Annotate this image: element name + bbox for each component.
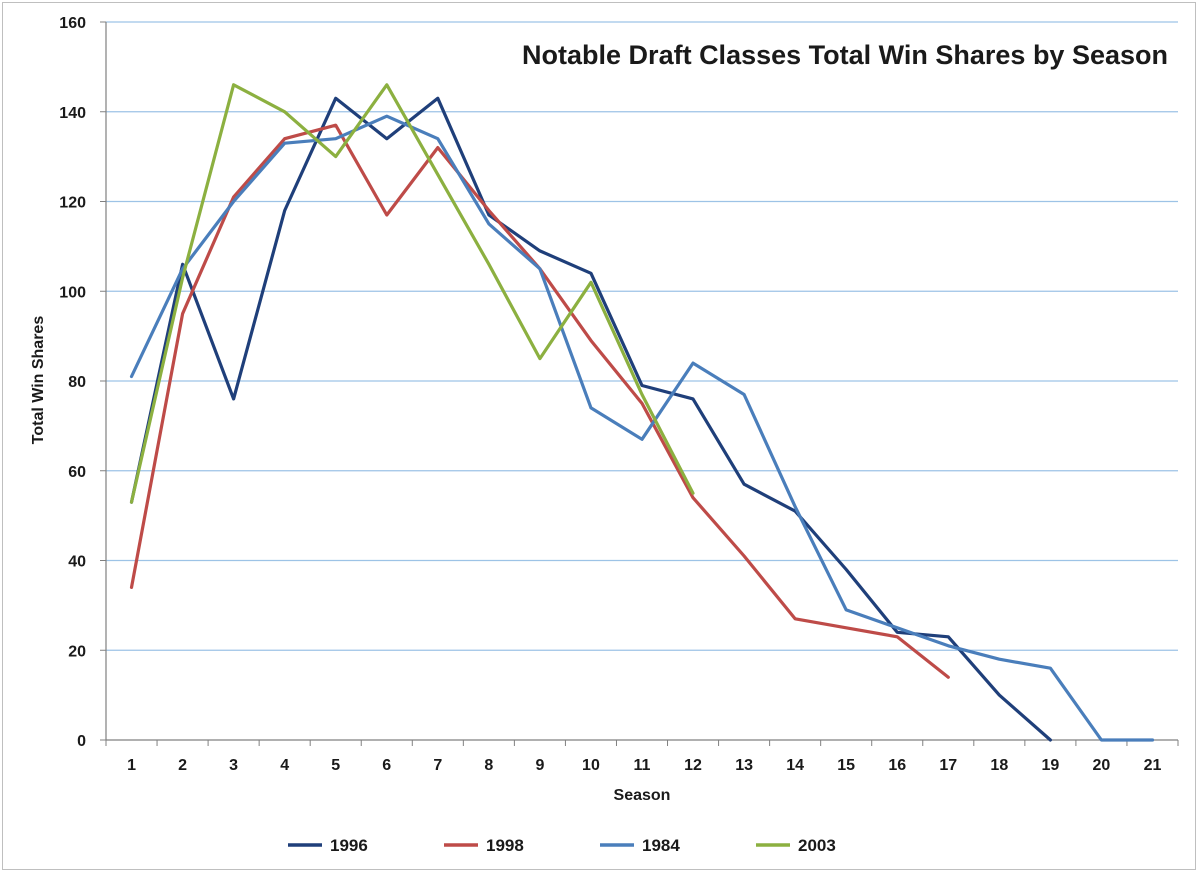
y-tick-label: 120 — [59, 195, 86, 212]
series-line-1984 — [129, 114, 1155, 742]
chart-title: Notable Draft Classes Total Win Shares b… — [522, 40, 1168, 70]
x-tick-label: 9 — [535, 757, 544, 774]
x-tick-label: 3 — [229, 757, 238, 774]
series-line-1996 — [129, 96, 1053, 742]
y-tick-label: 140 — [59, 105, 86, 122]
x-tick-label: 5 — [331, 757, 340, 774]
x-tick-label: 4 — [280, 757, 289, 774]
x-tick-label: 16 — [888, 757, 906, 774]
x-tick-label: 17 — [939, 757, 957, 774]
legend-label-2003: 2003 — [798, 836, 836, 855]
x-tick-label: 7 — [433, 757, 442, 774]
x-tick-label: 18 — [990, 757, 1008, 774]
y-tick-label: 80 — [68, 374, 86, 391]
gridlines — [106, 21, 1178, 651]
legend: 1996 1998 1984 2003 — [288, 836, 836, 855]
series-line-2003 — [129, 83, 695, 504]
axes — [100, 21, 1179, 746]
x-tick-label: 8 — [484, 757, 493, 774]
series-lines — [129, 83, 1155, 742]
x-tick-label: 6 — [382, 757, 391, 774]
y-tick-label: 40 — [68, 554, 86, 571]
y-tick-label: 160 — [59, 15, 86, 32]
x-tick-label: 19 — [1041, 757, 1059, 774]
x-tick-label: 20 — [1093, 757, 1111, 774]
y-tick-label: 60 — [68, 464, 86, 481]
legend-label-1984: 1984 — [642, 836, 680, 855]
y-tick-label: 20 — [68, 643, 86, 660]
x-tick-label: 14 — [786, 757, 804, 774]
x-tick-label: 21 — [1144, 757, 1162, 774]
legend-label-1998: 1998 — [486, 836, 524, 855]
legend-label-1996: 1996 — [330, 836, 368, 855]
x-tick-label: 1 — [127, 757, 136, 774]
x-axis-title: Season — [614, 787, 671, 804]
x-tick-label: 15 — [837, 757, 855, 774]
x-tick-label: 12 — [684, 757, 702, 774]
y-tick-label: 100 — [59, 284, 86, 301]
x-tick-label: 11 — [634, 757, 651, 774]
x-tick-label: 2 — [178, 757, 187, 774]
y-axis-title: Total Win Shares — [30, 316, 47, 445]
x-tick-label: 13 — [735, 757, 753, 774]
series-line-1998 — [129, 123, 950, 679]
x-tick-label: 10 — [582, 757, 600, 774]
y-tick-label: 0 — [77, 733, 86, 750]
